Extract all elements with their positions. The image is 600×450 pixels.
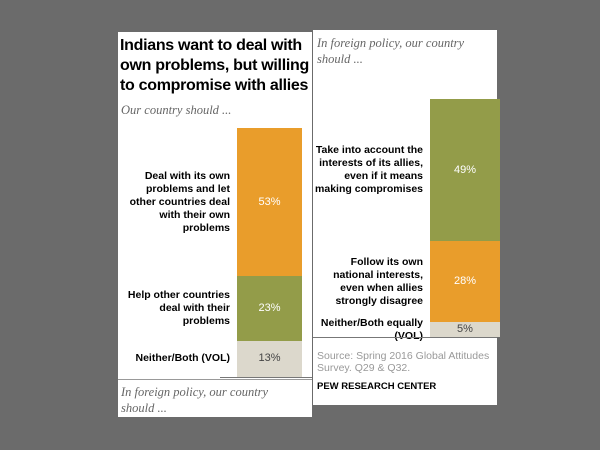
divider — [118, 379, 312, 380]
category-label: Follow its own national interests, even … — [333, 255, 423, 307]
bar-segment: 28% — [430, 241, 500, 323]
baseline — [313, 337, 497, 338]
brand-logo-text: PEW RESEARCH CENTER — [317, 381, 437, 392]
data-label: 28% — [453, 275, 477, 288]
baseline — [220, 377, 312, 378]
bar-segment: 23% — [237, 276, 302, 341]
bar-segment: 53% — [237, 128, 302, 277]
category-label: Deal with its own problems and let other… — [129, 169, 230, 234]
category-label: Neither/Both equally (VOL) — [320, 316, 423, 342]
bar-segment: 13% — [237, 340, 302, 377]
category-label: Neither/Both (VOL) — [135, 352, 231, 365]
chart-title: Indians want to deal with own problems, … — [120, 37, 309, 94]
right-chart-panel: In foreign policy, our country should ..… — [313, 30, 500, 405]
footer-subtitle: In foreign policy, our country should ..… — [121, 385, 269, 415]
data-label: 5% — [457, 323, 473, 336]
source-note: Source: Spring 2016 Global Attitudes Sur… — [317, 350, 490, 374]
bar-segment: 5% — [430, 322, 500, 337]
category-label: Take into account the interests of its a… — [315, 144, 423, 196]
chart-subtitle-2: In foreign policy, our country should ..… — [317, 36, 465, 66]
bar-segment: 49% — [430, 99, 500, 242]
data-label: 53% — [258, 195, 281, 208]
chart-subtitle: Our country should ... — [121, 103, 232, 117]
data-label: 13% — [258, 352, 281, 365]
category-label: Help other countries deal with their pro… — [127, 288, 230, 327]
data-label: 49% — [453, 163, 477, 176]
data-label: 23% — [258, 301, 281, 314]
left-chart-panel: Indians want to deal with own problems, … — [118, 32, 312, 417]
